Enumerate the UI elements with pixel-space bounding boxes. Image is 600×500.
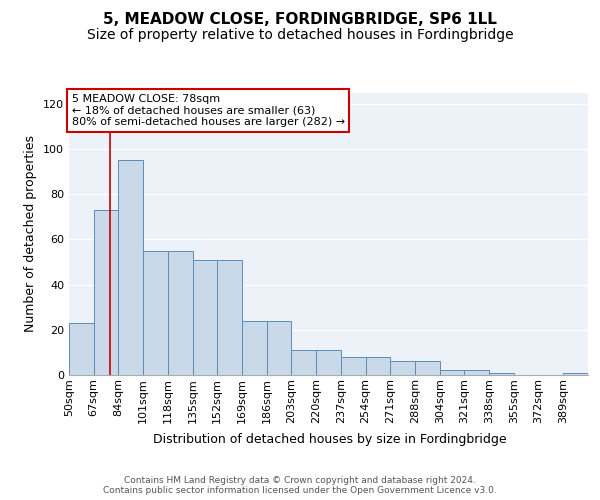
- Bar: [390, 362, 415, 375]
- Text: Distribution of detached houses by size in Fordingbridge: Distribution of detached houses by size …: [153, 432, 507, 446]
- Text: 5 MEADOW CLOSE: 78sqm
← 18% of detached houses are smaller (63)
80% of semi-deta: 5 MEADOW CLOSE: 78sqm ← 18% of detached …: [71, 94, 345, 127]
- Bar: [143, 250, 168, 375]
- Y-axis label: Number of detached properties: Number of detached properties: [25, 135, 37, 332]
- Bar: [94, 210, 118, 375]
- Bar: [341, 357, 365, 375]
- Bar: [168, 250, 193, 375]
- Bar: [489, 372, 514, 375]
- Text: Contains HM Land Registry data © Crown copyright and database right 2024.
Contai: Contains HM Land Registry data © Crown c…: [103, 476, 497, 495]
- Bar: [440, 370, 464, 375]
- Bar: [193, 260, 217, 375]
- Bar: [563, 372, 588, 375]
- Bar: [69, 323, 94, 375]
- Bar: [415, 362, 440, 375]
- Bar: [365, 357, 390, 375]
- Bar: [292, 350, 316, 375]
- Bar: [242, 321, 267, 375]
- Bar: [316, 350, 341, 375]
- Bar: [217, 260, 242, 375]
- Bar: [464, 370, 489, 375]
- Bar: [118, 160, 143, 375]
- Text: 5, MEADOW CLOSE, FORDINGBRIDGE, SP6 1LL: 5, MEADOW CLOSE, FORDINGBRIDGE, SP6 1LL: [103, 12, 497, 28]
- Bar: [267, 321, 292, 375]
- Text: Size of property relative to detached houses in Fordingbridge: Size of property relative to detached ho…: [86, 28, 514, 42]
